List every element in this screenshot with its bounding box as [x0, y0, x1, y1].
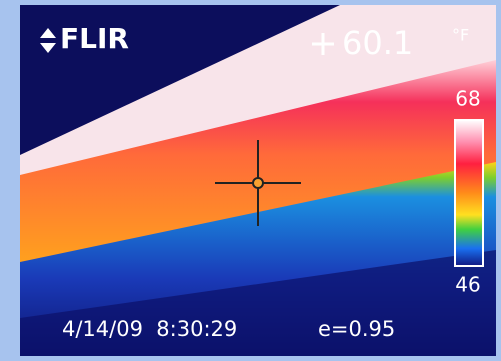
- crosshair-center: [253, 178, 263, 188]
- scale-min: 46: [455, 273, 480, 297]
- spot-temperature: 60.1: [342, 24, 413, 62]
- scale-bar: [455, 120, 483, 266]
- page: FLIR 60.1 °F 68 46 4/14/09 8:30:29 e=0.9…: [0, 0, 501, 361]
- thermal-screen: FLIR 60.1 °F 68 46 4/14/09 8:30:29 e=0.9…: [0, 0, 501, 361]
- emissivity: e=0.95: [318, 317, 395, 341]
- unit: °F: [452, 26, 469, 45]
- timestamp: 4/14/09 8:30:29: [62, 317, 237, 341]
- scale-max: 68: [455, 87, 480, 111]
- brand: FLIR: [60, 22, 129, 55]
